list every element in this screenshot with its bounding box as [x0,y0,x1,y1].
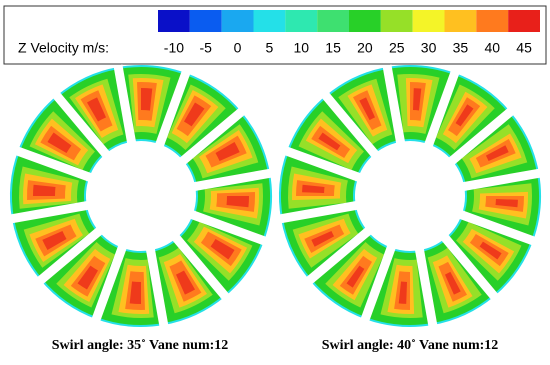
vane-gap [172,234,230,301]
vane-contour [141,88,153,111]
color-swatch [349,10,381,32]
vane-gap [283,146,361,182]
vane-contour [47,132,72,153]
vane-gap [321,91,379,158]
vane-contour [311,230,335,247]
vane-gap [155,69,191,147]
color-swatch [412,10,445,32]
colorbar-label: 25 [389,40,405,56]
vane-gap [278,200,358,224]
panel [9,64,273,328]
vane-gap [179,107,246,165]
color-swatch [221,10,254,32]
caption: Swirl angle: 35˚ Vane num:12 [52,338,229,353]
vane-gap [382,64,406,144]
vane-contour [479,241,502,260]
vane-gap [414,248,438,328]
panel [278,64,542,328]
vane-contour [226,196,249,208]
colorbar-label: 35 [453,40,469,56]
vane-contour [302,184,325,193]
color-swatch [508,10,540,32]
vane-gap [14,146,92,182]
vane-contour [346,265,365,288]
colorbar-label: 10 [293,40,309,56]
vane-gap [448,107,515,165]
vane-gap [441,234,499,301]
vane-gap [462,168,542,192]
color-swatch [253,10,286,32]
color-swatch [380,10,413,32]
vane-contour [129,281,141,304]
vane-gap [113,64,137,144]
legend-title: Z Velocity m/s: [18,40,109,56]
vane-contour [398,281,407,304]
vane-contour [42,230,67,250]
vane-gap [459,210,537,246]
vane-contour [455,104,474,127]
colorbar-label: 5 [266,40,274,56]
color-swatch [158,10,190,32]
vane-contour [175,270,195,295]
vane-gap [9,200,89,224]
vane-gap [145,248,169,328]
color-swatch [476,10,509,32]
vane-contour [495,199,518,208]
vane-contour [359,97,376,121]
colorbar-label: 15 [325,40,341,56]
vane-gap [190,210,268,246]
colorbar-label: -5 [200,40,213,56]
vane-contour [485,145,509,162]
vane-contour [413,88,422,111]
colorbar-label: 40 [484,40,500,56]
vane-gap [360,245,396,323]
colorbar-label: 0 [234,40,242,56]
vane-contour [318,132,341,151]
colorbar-label: 30 [421,40,437,56]
vane-gap [52,91,110,158]
vane-gap [305,227,372,285]
vane-gap [424,69,460,147]
colorbar: -10 -5 0 5 10 15 20 25 30 35 40 45 [158,10,540,56]
vane-contour [215,142,240,162]
color-swatch [317,10,349,32]
colorbar-label: 20 [357,40,373,56]
vane-gap [36,227,103,285]
color-swatch [285,10,318,32]
vane-contour [444,271,461,295]
color-swatch [189,10,222,32]
vane-contour [87,97,107,122]
color-swatch [444,10,477,32]
vane-gap [91,245,127,323]
colorbar-label: 45 [516,40,532,56]
vane-contour [210,239,235,260]
vane-contour [77,265,98,290]
colorbar-label: -10 [164,40,184,56]
vane-contour [184,102,205,127]
vane-contour [33,184,56,196]
vane-gap [193,168,273,192]
caption: Swirl angle: 40˚ Vane num:12 [322,338,499,353]
